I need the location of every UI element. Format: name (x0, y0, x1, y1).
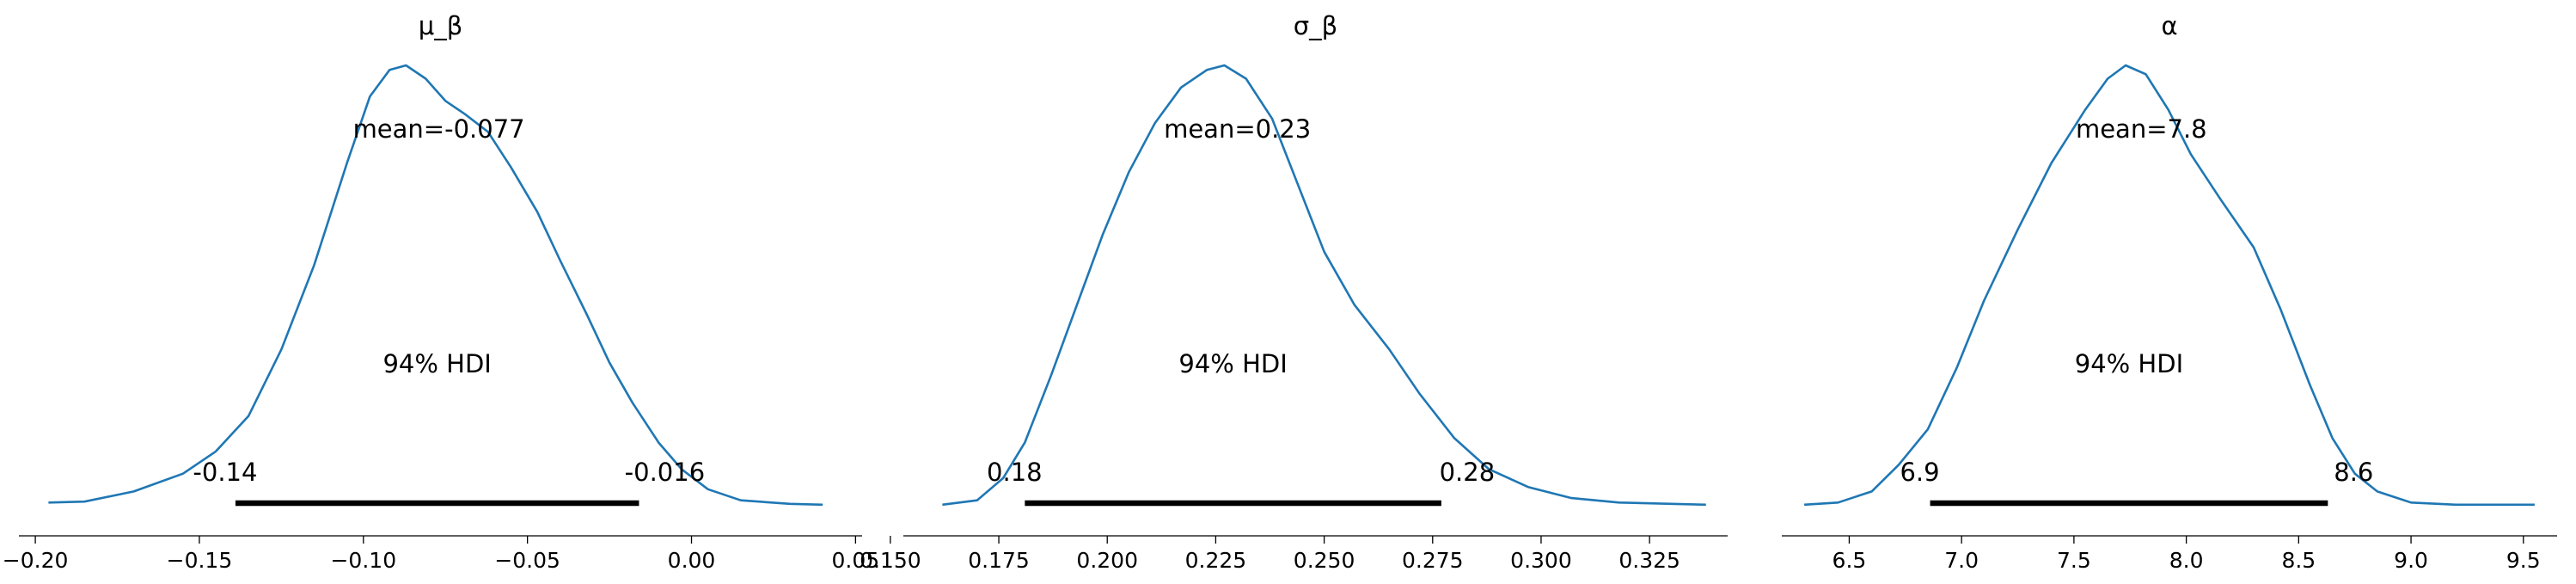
x-tick-label: 8.0 (2169, 548, 2204, 573)
x-tick-label: 0.00 (668, 548, 716, 573)
hdi-prob-label: 94% HDI (382, 349, 491, 378)
chart-panel-3: α mean=7.8 94% HDI 6.9 8.6 6.5 7.0 7.5 8.0 8.5 9.0… (1782, 11, 2557, 573)
panel-title: μ_β (419, 11, 462, 40)
x-tick-label: 0.200 (1076, 548, 1138, 573)
hdi-high-label: -0.016 (625, 458, 706, 487)
x-tick-label: 0.05 (832, 548, 880, 573)
x-tick-label: 8.5 (2281, 548, 2316, 573)
hdi-low-label: 6.9 (1900, 458, 1939, 487)
hdi-prob-label: 94% HDI (1178, 349, 1287, 378)
hdi-low-label: -0.14 (193, 458, 257, 487)
x-tick-label: 0.275 (1402, 548, 1464, 573)
hdi-low-label: 0.18 (987, 458, 1043, 487)
x-tick-label: 9.5 (2506, 548, 2541, 573)
density-curve (942, 64, 1706, 507)
x-tick-label: 7.0 (1944, 548, 1979, 573)
x-tick-label: 0.225 (1185, 548, 1247, 573)
mean-label: mean=-0.077 (353, 114, 525, 144)
x-tick-label: 0.250 (1294, 548, 1355, 573)
hdi-prob-label: 94% HDI (2075, 349, 2183, 378)
x-tick-label: 7.5 (2057, 548, 2091, 573)
hdi-high-label: 8.6 (2334, 458, 2373, 487)
x-tick-label: 9.0 (2394, 548, 2428, 573)
x-tick-label: 0.175 (968, 548, 1030, 573)
panel-title: α (2161, 11, 2177, 40)
x-tick-label: −0.20 (3, 548, 69, 573)
x-tick-label: −0.15 (167, 548, 233, 573)
x-tick-label: 0.150 (860, 548, 921, 573)
x-tick-label: 0.325 (1618, 548, 1680, 573)
density-curve (1804, 64, 2535, 507)
x-tick-label: −0.10 (330, 548, 396, 573)
chart-panel-2: σ_β mean=0.23 94% HDI 0.18 0.28 0.150 0.175 0.2… (860, 11, 1728, 573)
x-tick-label: 0.300 (1510, 548, 1572, 573)
x-tick-label: 6.5 (1833, 548, 1867, 573)
density-curve (48, 64, 823, 507)
hdi-high-label: 0.28 (1440, 458, 1496, 487)
chart-panel-1: μ_β mean=-0.077 94% HDI -0.14 -0.016 −0.20 −0.… (3, 11, 879, 573)
panel-title: σ_β (1294, 11, 1337, 40)
mean-label: mean=0.23 (1164, 114, 1311, 144)
mean-label: mean=7.8 (2076, 114, 2207, 144)
x-tick-label: −0.05 (494, 548, 560, 573)
